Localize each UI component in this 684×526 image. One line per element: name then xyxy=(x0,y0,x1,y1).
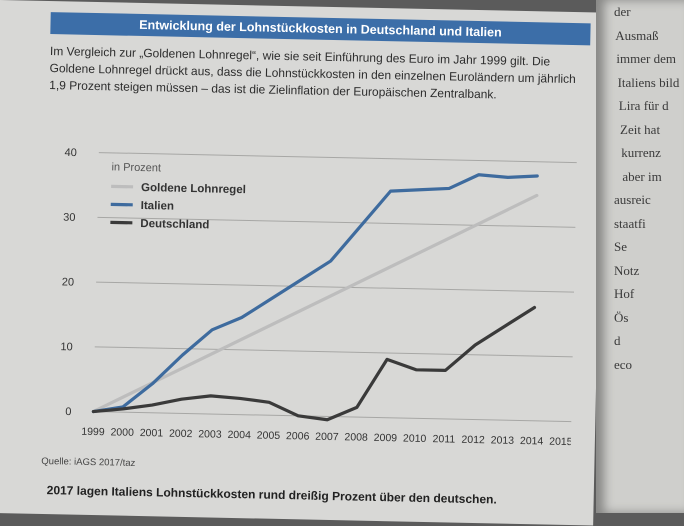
adjacent-page-text: Lira für d xyxy=(619,98,684,114)
x-tick-label: 2011 xyxy=(432,433,455,445)
page-title: Entwicklung der Lohnstückkosten in Deuts… xyxy=(50,12,590,45)
x-tick-label: 2003 xyxy=(198,428,222,440)
line-chart: 0 10 20 30 40 1999 2000 2001 2002 2003 2004 2005 200… xyxy=(31,129,578,460)
y-tick-label: 10 xyxy=(60,341,72,353)
chart-caption: 2017 lagen Italiens Lohnstückkosten rund… xyxy=(47,483,497,506)
series-line xyxy=(93,298,534,424)
adjacent-page-text: eco xyxy=(614,357,684,373)
x-tick-label: 2002 xyxy=(169,428,193,440)
adjacent-page-text: Se xyxy=(614,239,684,255)
adjacent-page-text: Ausmaß xyxy=(615,28,684,44)
adjacent-page-text: kurrenz xyxy=(621,145,684,161)
x-tick-label: 2004 xyxy=(227,429,251,441)
adjacent-page-text: aber im xyxy=(622,169,684,185)
y-tick-label: 30 xyxy=(63,212,75,224)
adjacent-page-text: Zeit hat xyxy=(620,122,684,138)
x-tick-label: 1999 xyxy=(81,426,105,438)
adjacent-page: der Ausmaß immer dem Italiens bild Lira für … xyxy=(596,0,684,513)
adjacent-page-text: Hof xyxy=(614,286,684,302)
x-tick-label: 2007 xyxy=(315,431,339,443)
y-tick-label: 40 xyxy=(64,147,76,159)
legend-label: Italien xyxy=(141,200,174,213)
x-tick-label: 2010 xyxy=(403,433,427,445)
adjacent-page-text: der xyxy=(614,4,684,20)
adjacent-page-text: staatfi xyxy=(614,216,684,232)
gridline xyxy=(96,282,577,292)
intro-paragraph: Im Vergleich zur „Goldenen Lohnregel“, w… xyxy=(49,43,590,105)
legend-label: Deutschland xyxy=(140,218,209,231)
title-banner: Entwicklung der Lohnstückkosten in Deuts… xyxy=(50,12,590,45)
adjacent-page-text: ausreic xyxy=(614,192,684,208)
x-tick-label: 2013 xyxy=(491,434,515,446)
adjacent-page-text: Ös xyxy=(614,310,684,326)
x-tick-label: 2005 xyxy=(257,429,281,441)
x-tick-label: 2000 xyxy=(110,426,134,438)
x-tick-label: 2014 xyxy=(520,435,544,447)
y-tick-label: 0 xyxy=(65,406,71,418)
legend-unit-label: in Prozent xyxy=(111,161,161,174)
book-page: Entwicklung der Lohnstückkosten in Deuts… xyxy=(0,0,604,526)
source-note: Quelle: iAGS 2017/taz xyxy=(41,456,135,469)
adjacent-page-text: d xyxy=(614,333,684,349)
x-tick-label: 2012 xyxy=(461,434,485,446)
adjacent-page-text: Notz xyxy=(614,263,684,279)
x-tick-label: 2008 xyxy=(344,431,368,443)
x-tick-label: 2006 xyxy=(286,430,310,442)
x-tick-label: 2015 xyxy=(549,436,573,448)
gridline xyxy=(95,347,577,357)
adjacent-page-text: immer dem xyxy=(616,51,684,67)
x-tick-label: 2001 xyxy=(140,427,164,439)
y-tick-label: 20 xyxy=(62,276,74,288)
x-tick-label: 2009 xyxy=(374,432,398,444)
adjacent-page-text: Italiens bild xyxy=(618,75,684,91)
legend-label: Goldene Lohnregel xyxy=(141,182,246,196)
gridline xyxy=(99,153,577,163)
